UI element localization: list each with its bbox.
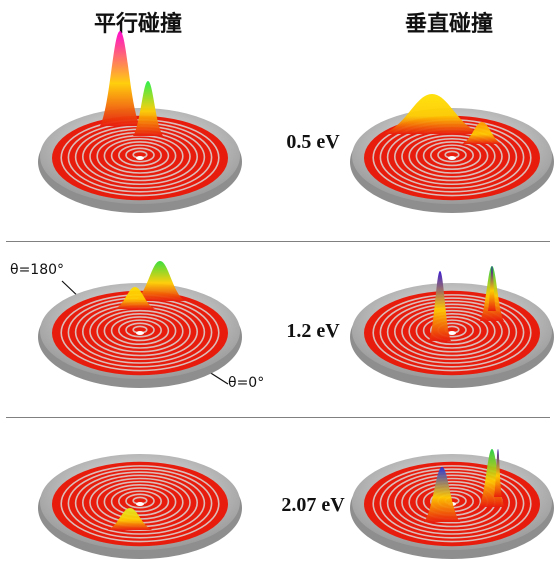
ripple-ring — [386, 300, 518, 364]
ripple-ring — [118, 490, 163, 513]
ripple-ring — [103, 138, 177, 174]
ripple-ring — [110, 316, 170, 346]
surface-peak — [488, 266, 496, 311]
ripple-ring — [393, 474, 511, 532]
ripple-ring — [430, 319, 475, 342]
surface-peak — [462, 122, 502, 144]
center-spot — [136, 156, 144, 160]
ripple-ring — [379, 297, 525, 368]
energy-label-1: 0.5 eV — [286, 131, 340, 153]
center-spot — [136, 502, 144, 506]
ripple-ring — [81, 474, 199, 532]
plot-perpendicular-1.2ev — [350, 266, 554, 388]
ripple-ring — [422, 141, 482, 171]
surface-peak — [135, 261, 185, 301]
ripple-ring — [437, 147, 467, 163]
ripple-ring — [125, 493, 155, 509]
ripple-ring — [401, 306, 503, 357]
surface-peak — [429, 271, 451, 341]
plot-parallel-0.5ev — [38, 31, 242, 213]
ripple-ring — [110, 487, 170, 517]
ripple-ring — [430, 144, 475, 167]
ripple-surface — [52, 461, 228, 547]
ripple-ring — [96, 309, 184, 353]
surface-peak — [382, 94, 482, 134]
theta-0-label: θ=0° — [228, 375, 265, 391]
ripple-ring — [393, 303, 511, 361]
ripple-ring — [379, 468, 525, 539]
ripple-ring — [422, 316, 482, 346]
ripple-surface — [364, 290, 540, 376]
ripple-ring — [415, 313, 489, 349]
surface-peak — [424, 467, 460, 522]
ripple-ring — [415, 138, 489, 174]
ripple-ring — [386, 471, 518, 535]
energy-label-2: 1.2 eV — [286, 320, 340, 342]
ripple-ring — [372, 294, 532, 372]
surface-peak — [115, 287, 155, 309]
row-separator-1 — [6, 241, 550, 242]
ripple-ring — [372, 465, 532, 543]
surface-peak — [107, 508, 153, 530]
ripple-ring — [118, 144, 163, 167]
column-title-parallel: 平行碰撞 — [94, 12, 183, 37]
center-spot — [136, 331, 144, 335]
surface-peak — [133, 81, 163, 136]
surface-peak — [100, 31, 140, 126]
column-title-perpendicular: 垂直碰撞 — [405, 12, 494, 37]
row-separator-2 — [6, 417, 550, 418]
ripple-ring — [408, 134, 496, 178]
theta-180-label: θ=180° — [10, 262, 65, 278]
ripple-ring — [67, 468, 213, 539]
ripple-ring — [118, 319, 163, 342]
center-spot — [448, 331, 456, 335]
ripple-ring — [408, 309, 496, 353]
ripple-ring — [110, 141, 170, 171]
ripple-ring — [125, 322, 155, 338]
plot-perpendicular-2.07ev — [350, 449, 554, 559]
center-spot — [448, 156, 456, 160]
plot-parallel-1.2ev — [38, 261, 242, 388]
plot-perpendicular-0.5ev — [350, 94, 554, 213]
energy-label-3: 2.07 eV — [281, 494, 345, 516]
ripple-ring — [103, 313, 177, 349]
surface-peak — [494, 449, 502, 497]
plot-parallel-2.07ev — [38, 454, 242, 559]
ripple-ring — [74, 471, 206, 535]
ripple-ring — [125, 147, 155, 163]
ripple-ring — [60, 465, 220, 543]
